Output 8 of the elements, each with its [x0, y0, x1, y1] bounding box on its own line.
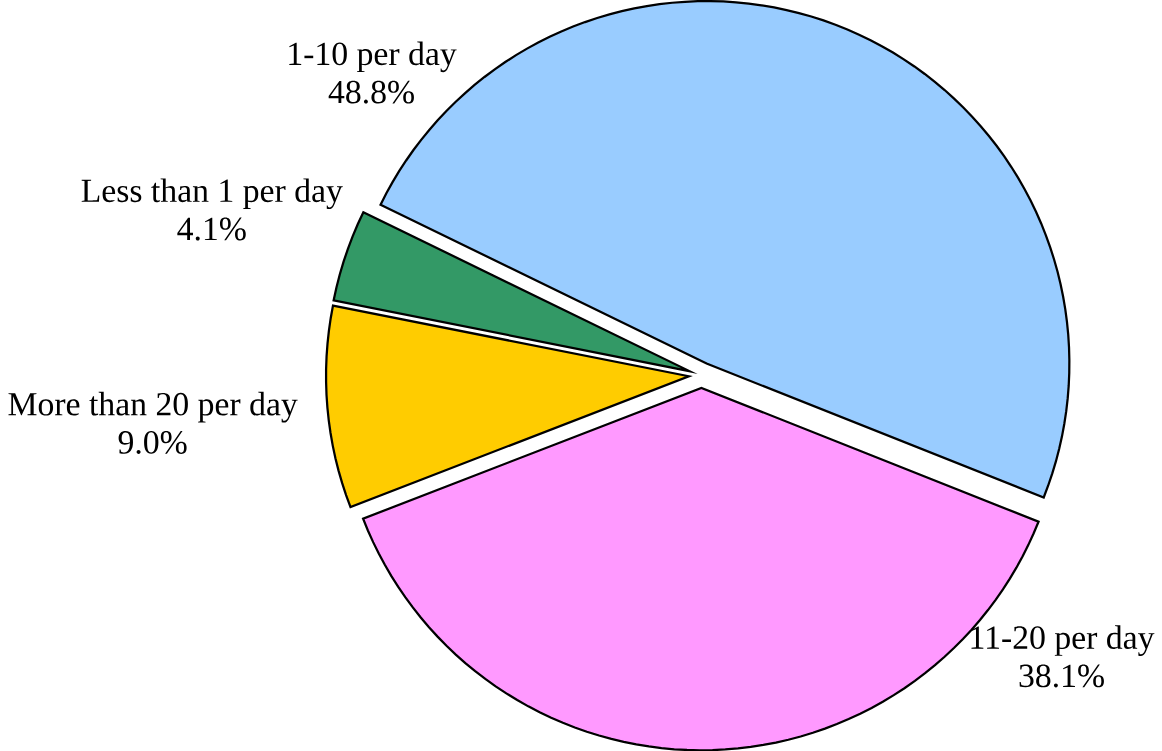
data-label: 9.0% — [118, 430, 187, 454]
slice-label: 1-10 per day — [289, 41, 457, 72]
slice-label: Less than 1 per day — [81, 178, 343, 209]
data-label: 38.1% — [1019, 664, 1104, 688]
data-label: 48.8% — [328, 80, 414, 104]
slice-label: More than 20 per day — [8, 391, 298, 423]
data-label: 4.1% — [177, 217, 246, 241]
slice-label: 11-20 per day — [971, 625, 1155, 656]
